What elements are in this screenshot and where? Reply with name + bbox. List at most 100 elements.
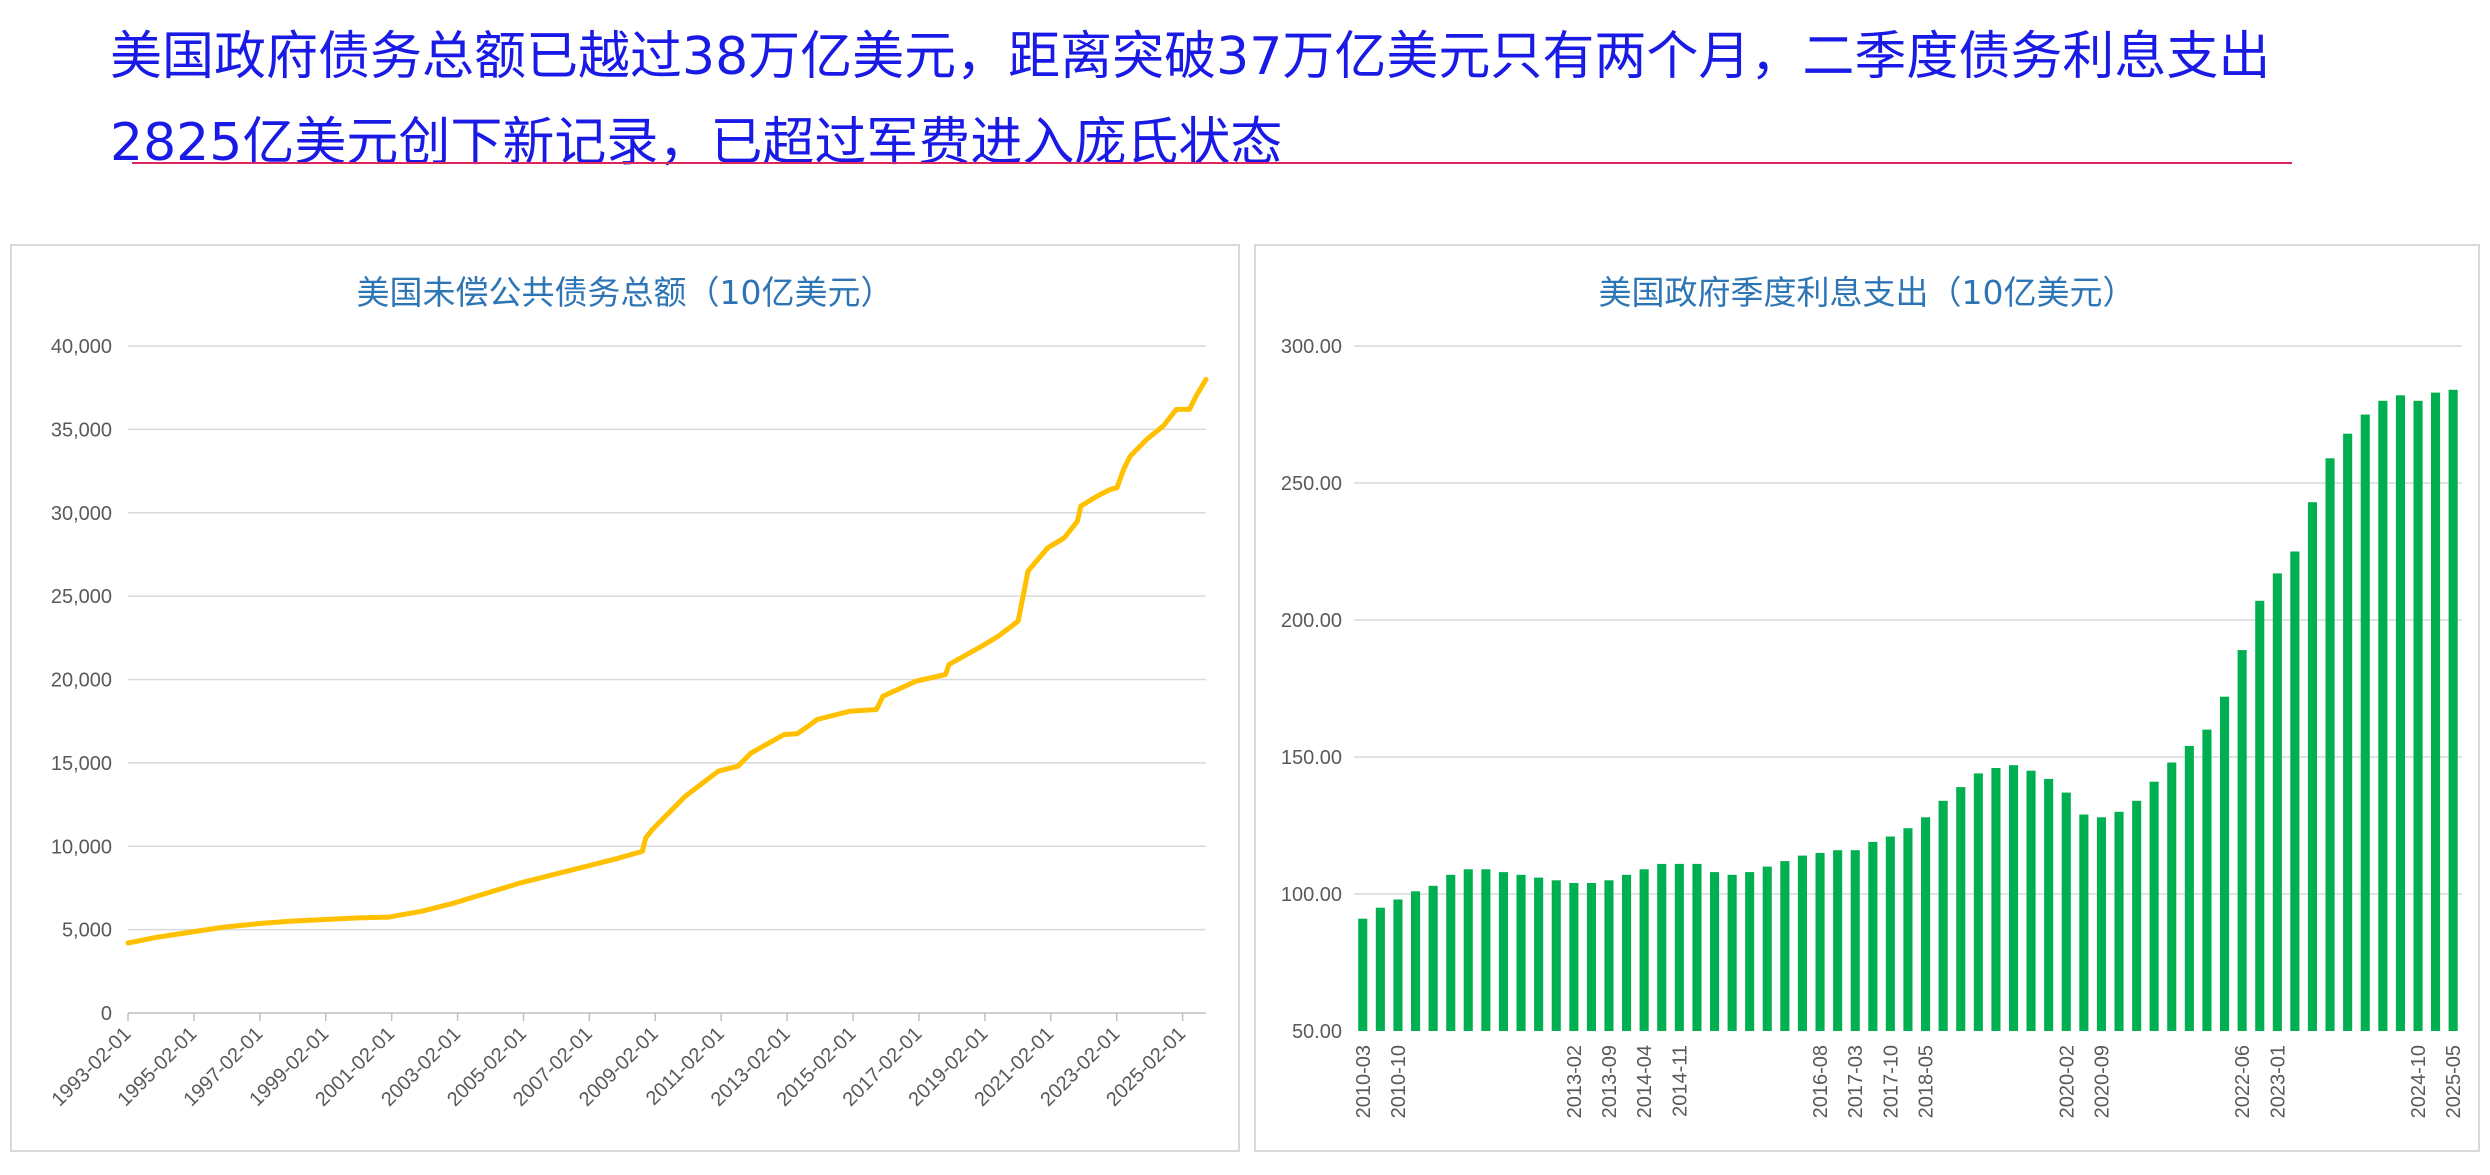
interest-bar xyxy=(1551,880,1561,1031)
interest-bar xyxy=(1780,861,1790,1031)
interest-bar xyxy=(2237,650,2247,1031)
interest-bar xyxy=(2220,696,2230,1031)
interest-bar xyxy=(1569,883,1579,1031)
interest-bar xyxy=(2307,502,2317,1031)
y-tick-label: 50.00 xyxy=(1292,1021,1342,1043)
y-tick-label: 100.00 xyxy=(1281,884,1342,906)
debt-chart-title: 美国未偿公共债务总额（10亿美元） xyxy=(356,273,894,312)
y-tick-label: 300.00 xyxy=(1281,336,1342,358)
y-tick-label: 200.00 xyxy=(1281,610,1342,632)
y-tick-label: 150.00 xyxy=(1281,747,1342,769)
interest-bar xyxy=(2395,395,2405,1031)
interest-bar xyxy=(2413,400,2423,1031)
interest-bar xyxy=(2096,817,2106,1031)
y-tick-label: 250.00 xyxy=(1281,473,1342,495)
headline-underline xyxy=(132,162,2292,164)
x-tick-label: 2025-05 xyxy=(2443,1045,2465,1118)
interest-bar xyxy=(2044,778,2054,1031)
interest-bar xyxy=(2167,762,2177,1031)
interest-bar xyxy=(2114,811,2124,1031)
interest-bar xyxy=(2132,800,2142,1031)
interest-bar xyxy=(2061,792,2071,1031)
x-tick-label: 2013-09 xyxy=(1599,1045,1621,1118)
x-tick-label: 2014-11 xyxy=(1669,1045,1691,1117)
y-tick-label: 0 xyxy=(101,1003,112,1025)
y-tick-label: 5,000 xyxy=(62,920,112,942)
interest-bar xyxy=(1833,850,1843,1031)
interest-bar xyxy=(1428,885,1438,1031)
x-tick-label: 2017-10 xyxy=(1880,1045,1902,1118)
interest-bar xyxy=(1727,874,1737,1031)
interest-bar xyxy=(1604,880,1614,1031)
x-tick-label: 2018-05 xyxy=(1916,1045,1938,1118)
interest-bar xyxy=(1639,869,1649,1031)
interest-bar xyxy=(2290,551,2300,1031)
interest-bar xyxy=(2360,414,2370,1031)
x-tick-label: 2020-02 xyxy=(2056,1045,2078,1118)
interest-bar xyxy=(2009,765,2019,1031)
y-tick-label: 30,000 xyxy=(51,503,112,525)
interest-bar xyxy=(2431,392,2441,1032)
interest-bar xyxy=(1762,866,1772,1031)
interest-bar xyxy=(1815,852,1825,1031)
interest-bar xyxy=(1868,841,1878,1031)
interest-chart-title: 美国政府季度利息支出（10亿美元） xyxy=(1598,273,2136,312)
interest-bar xyxy=(1921,817,1931,1031)
interest-bar xyxy=(2325,458,2335,1031)
x-tick-label: 2023-01 xyxy=(2267,1045,2289,1118)
interest-bar xyxy=(2202,729,2212,1031)
interest-bar xyxy=(1446,874,1456,1031)
interest-bar xyxy=(1973,773,1983,1031)
interest-bar xyxy=(1850,850,1860,1031)
interest-bar xyxy=(1745,872,1755,1031)
debt-series-line xyxy=(125,376,1209,946)
interest-bar xyxy=(1797,855,1807,1031)
interest-bar xyxy=(2079,814,2089,1031)
x-tick-label: 2020-09 xyxy=(2091,1045,2113,1118)
interest-bar xyxy=(1481,869,1491,1031)
interest-bar xyxy=(1463,869,1473,1031)
interest-bar xyxy=(1516,874,1526,1031)
x-tick-label: 2010-10 xyxy=(1388,1045,1410,1118)
interest-bar xyxy=(2343,433,2353,1031)
interest-bar xyxy=(1674,863,1684,1031)
x-tick-label: 2017-03 xyxy=(1845,1045,1867,1118)
y-tick-label: 25,000 xyxy=(51,586,112,608)
interest-bar xyxy=(1411,891,1421,1031)
interest-bar xyxy=(1586,883,1596,1031)
x-tick-label: 2014-04 xyxy=(1634,1045,1656,1118)
interest-bar xyxy=(1692,863,1702,1031)
x-tick-label: 2016-08 xyxy=(1810,1045,1832,1118)
debt-chart-panel: 美国未偿公共债务总额（10亿美元） 0 5,000 10,000 15,000 20,0… xyxy=(10,244,1240,1152)
interest-bar xyxy=(2448,389,2458,1031)
interest-bar xyxy=(1358,918,1368,1031)
y-tick-label: 35,000 xyxy=(51,419,112,441)
y-tick-label: 15,000 xyxy=(51,753,112,775)
interest-bar-chart: 50.00 100.00 150.00 200.00 250.00 300.00 2010-… xyxy=(1281,336,2465,1118)
interest-bar xyxy=(1991,768,2001,1031)
interest-bar xyxy=(1956,787,1966,1031)
interest-bar xyxy=(1498,872,1508,1031)
interest-bar xyxy=(1938,800,1948,1031)
interest-chart-panel: 美国政府季度利息支出（10亿美元） 50.00 100.00 150.00 200.0… xyxy=(1254,244,2480,1152)
x-tick-label: 2010-03 xyxy=(1353,1045,1375,1118)
interest-bar xyxy=(1885,836,1895,1031)
y-tick-label: 40,000 xyxy=(51,336,112,358)
y-tick-label: 20,000 xyxy=(51,670,112,692)
interest-bar xyxy=(1710,872,1720,1031)
x-tick-label: 2024-10 xyxy=(2408,1045,2430,1118)
interest-bar xyxy=(1534,877,1544,1031)
interest-bar xyxy=(1622,874,1632,1031)
interest-bar xyxy=(2272,573,2282,1031)
x-tick-label: 2013-02 xyxy=(1564,1045,1586,1118)
interest-bar xyxy=(2378,400,2388,1031)
interest-bar xyxy=(2184,746,2194,1031)
debt-line-chart: 0 5,000 10,000 15,000 20,000 25,000 30,000 35,0… xyxy=(48,336,1209,1111)
interest-bar xyxy=(1375,907,1385,1031)
interest-bar xyxy=(1903,828,1913,1031)
interest-bar xyxy=(2255,600,2265,1031)
headline: 美国政府债务总额已越过38万亿美元，距离突破37万亿美元只有两个月，二季度债务利… xyxy=(110,27,2271,173)
x-tick-label: 2022-06 xyxy=(2232,1045,2254,1118)
interest-bar xyxy=(1393,899,1403,1031)
interest-bar xyxy=(2026,770,2036,1031)
